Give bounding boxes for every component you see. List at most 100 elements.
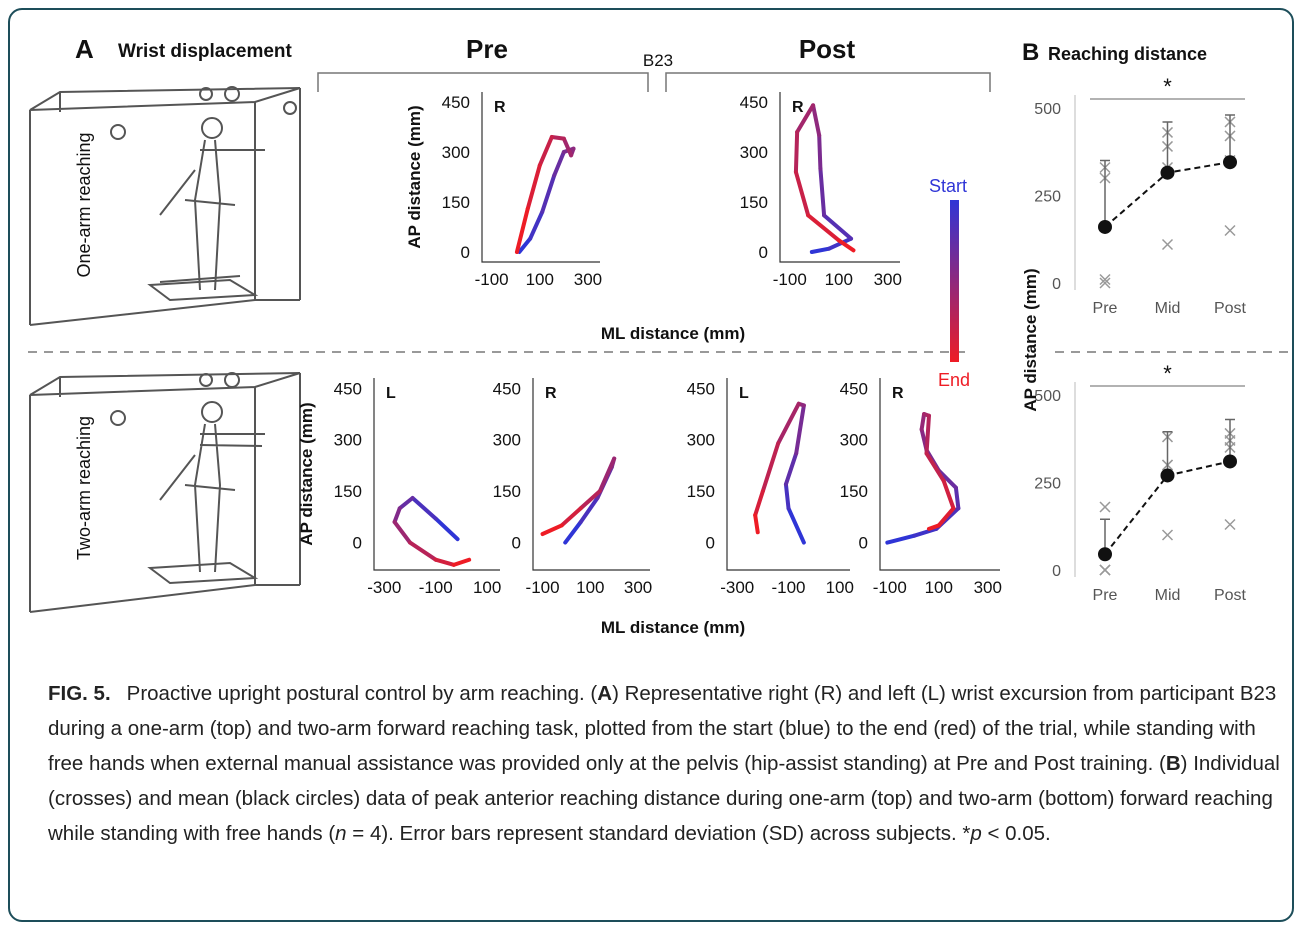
- trajectory-segment: [549, 135, 566, 141]
- y-tick-label: 450: [493, 379, 521, 398]
- x-axis-label: ML distance (mm): [601, 618, 745, 637]
- y-tick-label: 150: [334, 482, 362, 501]
- axis: [779, 92, 900, 263]
- trajectory-segment: [809, 246, 831, 254]
- caption-text: ) Representative right (R) and left (L) …: [48, 682, 1277, 775]
- individual-cross: [1099, 277, 1111, 289]
- y-tick-label: 500: [1034, 101, 1061, 118]
- y-axis-label: AP distance (mm): [405, 105, 424, 248]
- axis: [726, 378, 850, 571]
- trajectory-segment: [924, 451, 946, 483]
- figure-card: [8, 8, 1294, 922]
- caption-text: A: [597, 682, 613, 705]
- trajectory-segment: [408, 540, 438, 562]
- trajectory-segment: [517, 236, 533, 254]
- trajectory-segment: [924, 413, 931, 456]
- y-tick-label: 0: [1052, 563, 1061, 580]
- y-tick-label: 150: [442, 193, 470, 212]
- x-tick-label: -300: [720, 578, 754, 597]
- x-tick-label: -100: [475, 270, 509, 289]
- error-bar: [1162, 430, 1173, 476]
- x-tick-label: Post: [1214, 300, 1247, 317]
- frame-illustration: [29, 86, 301, 613]
- axis: [481, 92, 600, 263]
- error-bar: [1100, 159, 1110, 227]
- trajectory-segment: [433, 516, 460, 542]
- trajectory-segment: [936, 468, 958, 490]
- individual-cross: [1099, 564, 1111, 576]
- trajectory-segment: [783, 451, 799, 487]
- y-tick-label: 450: [687, 379, 715, 398]
- x-tick-label: 300: [974, 578, 1002, 597]
- x-tick-label: 300: [624, 578, 652, 597]
- row-label: One-arm reaching: [74, 132, 94, 277]
- caption-text: < 0.05.: [981, 822, 1051, 845]
- y-tick-label: 250: [1034, 475, 1061, 492]
- y-axis-label: AP distance (mm): [1021, 268, 1040, 411]
- trajectory-segment: [953, 485, 961, 511]
- y-tick-label: 300: [687, 431, 715, 450]
- trajectory-segment: [818, 166, 827, 218]
- y-axis-label: AP distance (mm): [297, 402, 316, 545]
- bracket: [317, 72, 991, 92]
- trajectory-segment: [936, 506, 956, 528]
- individual-cross: [1224, 518, 1236, 531]
- panel-letter: A: [75, 34, 94, 64]
- trajectory-segment: [397, 496, 415, 511]
- x-tick-label: -100: [526, 578, 560, 597]
- legend-start: Start: [929, 176, 967, 196]
- axis: [373, 378, 500, 571]
- trajectory-segment: [919, 412, 927, 432]
- trajectory-segment: [514, 206, 530, 254]
- x-tick-label: Mid: [1155, 300, 1181, 317]
- error-bar: [1225, 418, 1235, 462]
- caption-text: = 4). Error bars represent standard devi…: [346, 822, 971, 845]
- group-title: Post: [799, 34, 856, 64]
- y-tick-label: 0: [1052, 276, 1061, 293]
- x-tick-label: -300: [367, 578, 401, 597]
- x-tick-label: -100: [771, 578, 805, 597]
- x-tick-label: Pre: [1093, 300, 1118, 317]
- hand-label: R: [545, 385, 557, 402]
- trajectory-segment: [528, 210, 545, 241]
- x-tick-label: 100: [473, 578, 501, 597]
- mean-dot: [1160, 165, 1175, 180]
- trajectory-segment: [806, 213, 841, 243]
- legend-gradient: [950, 200, 959, 362]
- individual-cross: [1161, 238, 1174, 251]
- caption-label: FIG. 5.: [48, 682, 111, 705]
- panel-title: Reaching distance: [1048, 44, 1207, 64]
- y-tick-label: 150: [493, 482, 521, 501]
- x-tick-label: 100: [576, 578, 604, 597]
- y-tick-label: 0: [461, 243, 470, 262]
- trajectory-segment: [793, 130, 800, 174]
- group-title: Pre: [466, 34, 508, 64]
- trajectory-segment: [776, 401, 801, 446]
- trajectory-segment: [537, 135, 554, 168]
- trajectory-segment: [559, 506, 583, 528]
- significance-label: *: [1163, 74, 1172, 99]
- axis: [532, 378, 650, 571]
- x-tick-label: 100: [825, 270, 853, 289]
- individual-cross: [1161, 529, 1174, 541]
- individual-cross: [1099, 273, 1111, 286]
- trajectory-segment: [836, 238, 856, 253]
- x-tick-label: -100: [773, 270, 807, 289]
- participant-label: B23: [643, 51, 673, 70]
- caption-text: B: [1165, 752, 1181, 775]
- trajectory-segment: [926, 523, 941, 531]
- y-tick-label: 150: [687, 482, 715, 501]
- hand-label: L: [386, 385, 396, 402]
- mean-dot: [1223, 454, 1237, 469]
- y-tick-label: 500: [1034, 388, 1061, 405]
- y-tick-label: 150: [840, 482, 868, 501]
- trajectory-segment: [525, 163, 542, 211]
- y-tick-label: 450: [334, 379, 362, 398]
- legend-end: End: [938, 370, 970, 390]
- y-tick-label: 300: [334, 431, 362, 450]
- trajectory-segment: [561, 136, 574, 158]
- trajectory-segment: [597, 456, 617, 494]
- error-bar: [1162, 121, 1173, 173]
- hand-label: R: [892, 385, 904, 402]
- y-tick-label: 450: [840, 379, 868, 398]
